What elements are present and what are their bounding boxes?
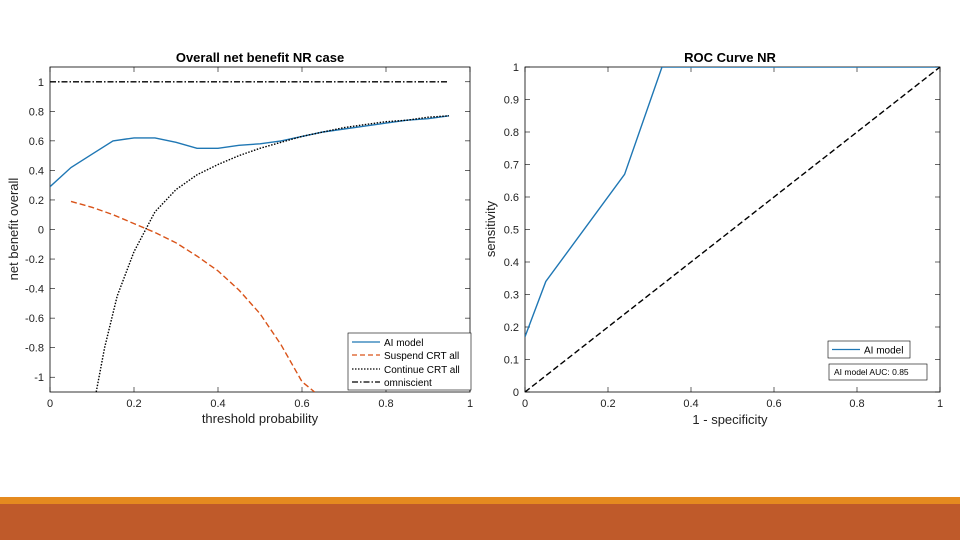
net-benefit-x-tick-label: 1 [467,398,473,410]
net-benefit-legend: AI model Suspend CRT all Continue CRT al… [347,332,472,391]
roc-x-tick-label: 0.8 [849,398,864,410]
roc-chart-title: ROC Curve NR [684,50,776,65]
legend-label-ai-model: AI model [384,338,423,349]
net-benefit-y-tick-label: 0.2 [29,195,44,207]
net-benefit-series-group [50,81,450,392]
roc-y-tick-label: 0.3 [504,290,519,302]
roc-series-group [525,67,940,392]
roc-x-tick-label: 1 [937,398,943,410]
net-benefit-chart: Overall net benefit NR case 1 0.8 0.6 0.4 0.… [6,50,473,426]
net-benefit-x-tick-label: 0 [47,398,53,410]
roc-x-axis: 0 0.2 0.4 0.6 0.8 1 [522,67,943,410]
net-benefit-y-axis-label: net benefit overall [6,178,21,281]
net-benefit-y-tick-label: -0.4 [25,284,44,296]
net-benefit-series-ai-model [50,115,450,188]
roc-y-tick-label: 0.4 [504,257,519,269]
footer-accent-stripe [0,497,960,504]
net-benefit-series-continue-crt-all [95,115,450,392]
roc-auc-box [828,363,928,381]
roc-legend: AI model [827,340,911,359]
net-benefit-x-tick-label: 0.6 [294,398,309,410]
net-benefit-y-tick-label: 1 [38,77,44,89]
net-benefit-y-tick-label: 0 [38,225,44,237]
net-benefit-y-tick-label: -0.6 [25,313,44,325]
roc-auc-text: AI model AUC: 0.85 [834,367,909,377]
roc-y-tick-label: 0 [513,387,519,399]
roc-series-ai-model [525,67,940,338]
legend-label-suspend-crt: Suspend CRT all [384,351,459,362]
roc-y-tick-label: 0.5 [504,225,519,237]
net-benefit-y-tick-label: -1 [34,372,44,384]
roc-y-tick-label: 1 [513,62,519,74]
roc-y-axis: 0 0.1 0.2 0.3 0.4 0.5 0.6 0.7 0.8 0.9 1 [504,62,940,399]
net-benefit-series-suspend-crt-all [70,200,316,392]
roc-y-tick-label: 0.8 [504,127,519,139]
roc-auc-annotation: AI model AUC: 0.85 [828,363,928,381]
roc-y-tick-label: 0.1 [504,355,519,367]
roc-legend-box [827,340,911,359]
roc-legend-label-ai-model: AI model [864,346,903,357]
net-benefit-y-tick-label: -0.2 [25,254,44,266]
roc-series-chance [525,67,940,392]
roc-y-tick-label: 0.2 [504,322,519,334]
roc-x-axis-label: 1 - specificity [692,412,768,427]
net-benefit-y-tick-label: 0.6 [29,136,44,148]
roc-y-tick-label: 0.6 [504,192,519,204]
roc-chart: ROC Curve NR 0 0.1 0.2 0.3 0.4 0.5 0.6 0.7 0.8 0.… [483,50,943,427]
roc-y-axis-label: sensitivity [483,200,498,257]
net-benefit-y-tick-label: 0.4 [29,165,44,177]
net-benefit-y-tick-label: 0.8 [29,106,44,118]
roc-y-tick-label: 0.7 [504,160,519,172]
roc-x-tick-label: 0 [522,398,528,410]
legend-label-continue-crt: Continue CRT all [384,365,460,376]
net-benefit-x-tick-label: 0.2 [126,398,141,410]
roc-x-tick-label: 0.2 [600,398,615,410]
footer-band [0,504,960,540]
net-benefit-x-axis: 0 0.2 0.4 0.6 0.8 1 [47,67,473,410]
net-benefit-y-tick-label: -0.8 [25,343,44,355]
roc-x-tick-label: 0.6 [766,398,781,410]
net-benefit-x-axis-label: threshold probability [202,411,319,426]
net-benefit-x-tick-label: 0.8 [378,398,393,410]
roc-x-tick-label: 0.4 [683,398,698,410]
net-benefit-y-axis: 1 0.8 0.6 0.4 0.2 0 -0.2 -0.4 -0.6 -0.8 -1 [25,77,470,384]
net-benefit-chart-title: Overall net benefit NR case [176,50,344,65]
net-benefit-x-tick-label: 0.4 [210,398,225,410]
roc-y-tick-label: 0.9 [504,95,519,107]
legend-label-omniscient: omniscient [384,378,432,389]
